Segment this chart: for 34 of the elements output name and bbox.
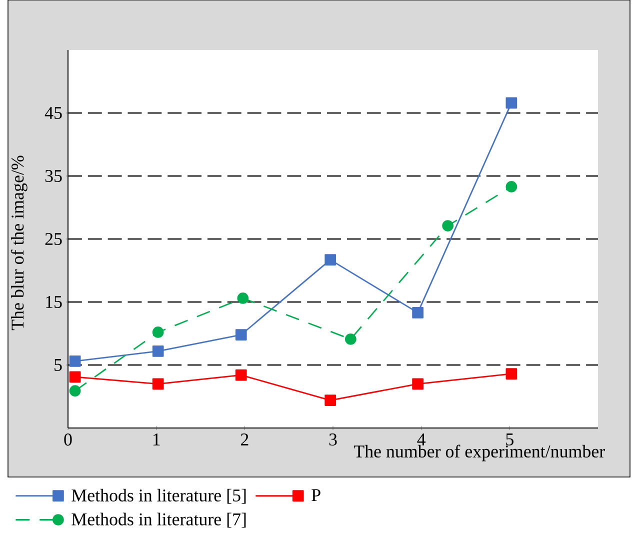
x-tick-label: 5 bbox=[506, 434, 514, 446]
point bbox=[152, 378, 164, 390]
point bbox=[506, 181, 518, 192]
point bbox=[235, 369, 247, 381]
x-tick-label: 0 bbox=[64, 434, 72, 446]
x-tick-label: 4 bbox=[417, 434, 426, 446]
y-tick-label: 25 bbox=[45, 232, 62, 246]
point bbox=[69, 356, 81, 367]
point bbox=[506, 97, 518, 109]
point bbox=[235, 329, 247, 340]
point bbox=[506, 368, 518, 380]
point bbox=[69, 385, 81, 397]
y-tick-label: 5 bbox=[54, 359, 62, 371]
x-tick-label: 1 bbox=[153, 434, 160, 446]
point bbox=[152, 345, 164, 357]
point bbox=[442, 220, 454, 232]
legend-label: Methods in literature [5] bbox=[72, 488, 246, 504]
point bbox=[69, 371, 81, 383]
point bbox=[324, 394, 336, 406]
y-tick-label: 15 bbox=[46, 296, 62, 308]
y-tick-label: 45 bbox=[44, 107, 62, 119]
point bbox=[324, 254, 336, 266]
point bbox=[412, 307, 424, 318]
x-tick-label: 3 bbox=[329, 434, 337, 446]
x-tick-label: 2 bbox=[240, 434, 248, 446]
x-axis-title: The number of experiment/number bbox=[354, 444, 605, 462]
point bbox=[344, 333, 356, 345]
point bbox=[412, 378, 424, 390]
y-tick-label: 35 bbox=[45, 170, 62, 182]
legend-label: P bbox=[312, 489, 320, 501]
y-axis-title: The blur of the image/% bbox=[10, 156, 28, 330]
point bbox=[152, 326, 164, 338]
point bbox=[237, 292, 249, 304]
legend-label: Methods in literature [7] bbox=[72, 512, 246, 528]
